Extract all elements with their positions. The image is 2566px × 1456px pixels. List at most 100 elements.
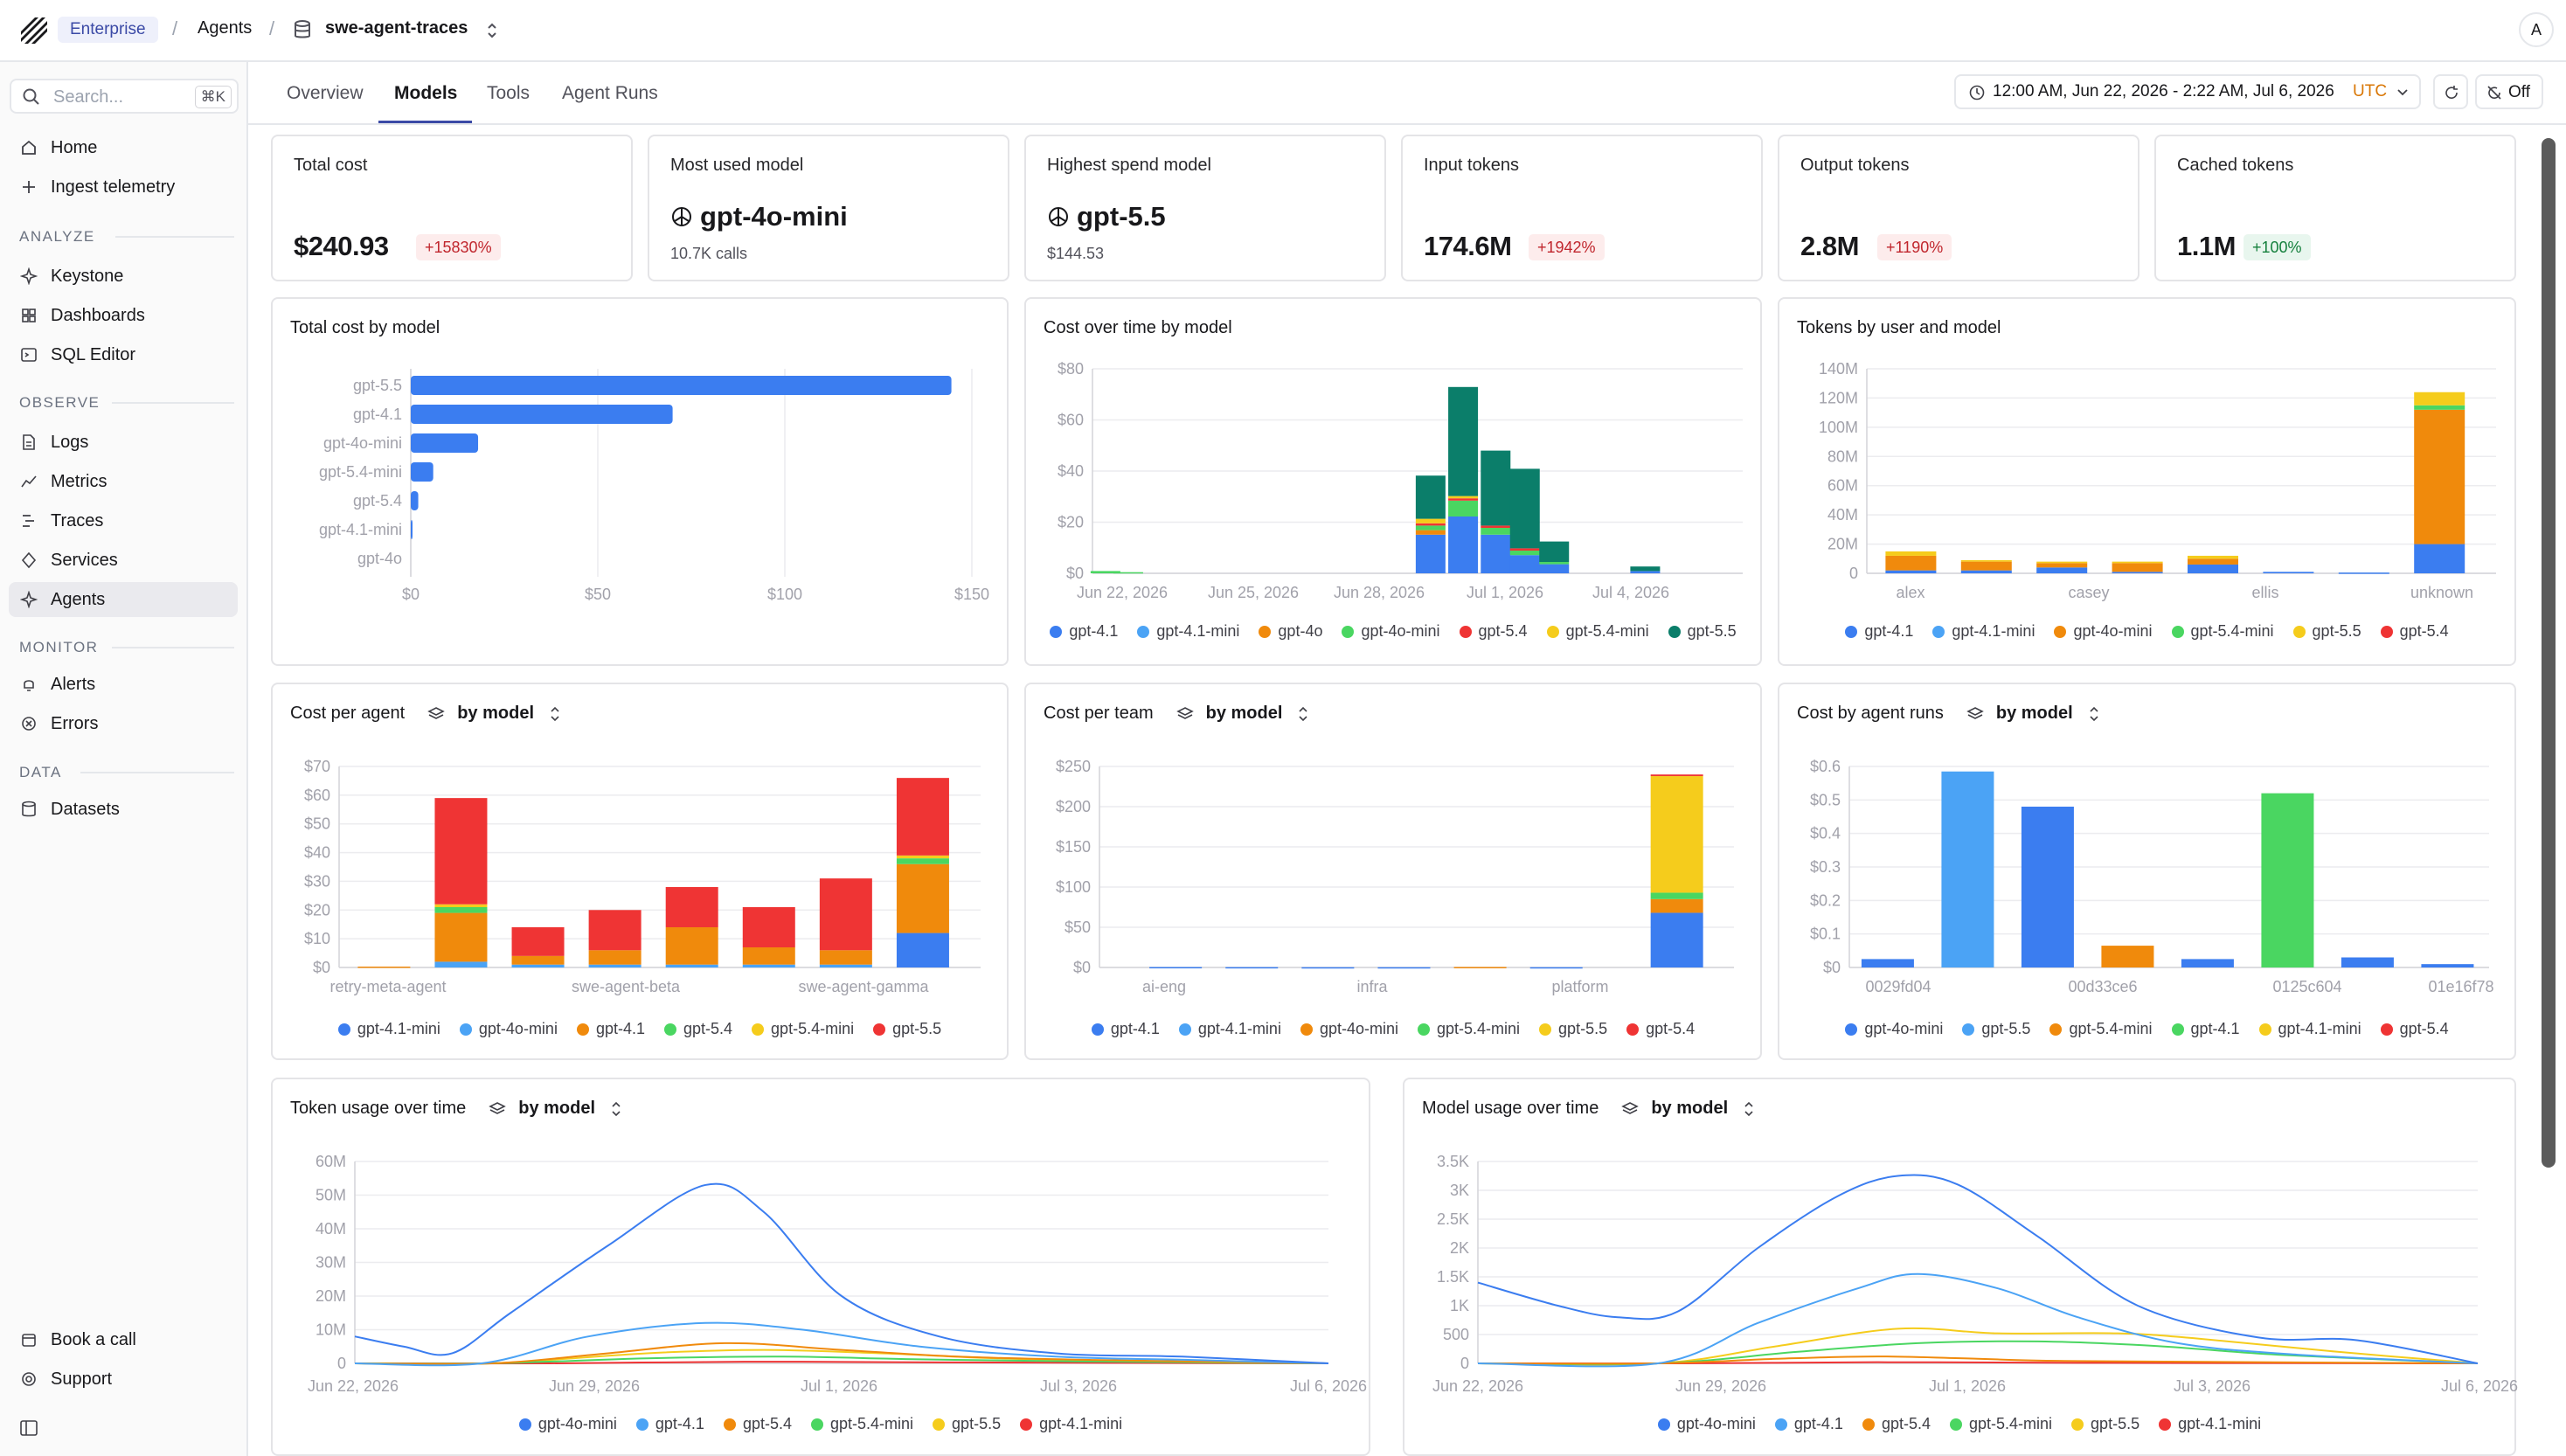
legend-item[interactable]: gpt-5.4-mini: [2171, 622, 2274, 641]
group-by-select[interactable]: by model: [1176, 704, 1309, 724]
legend-item[interactable]: gpt-5.4-mini: [811, 1415, 913, 1433]
legend-swatch: [1459, 625, 1472, 638]
legend-item[interactable]: gpt-4.1: [576, 1020, 645, 1038]
auto-refresh-toggle[interactable]: Off: [2475, 74, 2543, 109]
legend-label: gpt-4.1-mini: [357, 1020, 440, 1037]
group-by-select[interactable]: by model: [1966, 704, 2099, 724]
legend-item[interactable]: gpt-4o-mini: [459, 1020, 558, 1038]
bar: [2421, 964, 2474, 967]
sidebar-item-logs[interactable]: Logs: [9, 425, 238, 460]
sidebar-item-label: Book a call: [51, 1329, 136, 1349]
legend-item[interactable]: gpt-4o-mini: [2054, 622, 2153, 641]
legend-item[interactable]: gpt-5.4: [1626, 1020, 1695, 1038]
y-tick-label: gpt-4.1-mini: [319, 521, 402, 538]
sidebar-item-ingest[interactable]: Ingest telemetry: [9, 170, 238, 205]
sidebar-toggle-icon[interactable]: [19, 1418, 38, 1438]
legend-item[interactable]: gpt-4.1-mini: [1178, 1020, 1281, 1038]
legend-item[interactable]: gpt-4.1: [635, 1415, 704, 1433]
legend-item[interactable]: gpt-4o-mini: [1342, 622, 1440, 641]
avatar[interactable]: A: [2519, 12, 2554, 47]
group-by-label: by model: [1205, 704, 1283, 723]
legend-swatch: [2292, 625, 2306, 638]
sidebar-item-errors[interactable]: Errors: [9, 706, 238, 741]
legend-item[interactable]: gpt-4.1: [2171, 1020, 2240, 1038]
legend-item[interactable]: gpt-4.1-mini: [1932, 622, 2035, 641]
logo-icon[interactable]: [17, 14, 51, 47]
sidebar-item-keystone[interactable]: Keystone: [9, 259, 238, 294]
group-by-select[interactable]: by model: [489, 1099, 621, 1119]
date-range-picker[interactable]: 12:00 AM, Jun 22, 2026 - 2:22 AM, Jul 6,…: [1954, 74, 2421, 109]
sidebar-item-support[interactable]: Support: [9, 1362, 238, 1397]
sidebar-item-home[interactable]: Home: [9, 130, 238, 165]
legend-item[interactable]: gpt-4o: [1259, 622, 1322, 641]
legend-item[interactable]: gpt-5.5: [2071, 1415, 2139, 1433]
legend-item[interactable]: gpt-5.4-mini: [1418, 1020, 1520, 1038]
legend-item[interactable]: gpt-5.4-mini: [752, 1020, 854, 1038]
bar: [411, 520, 413, 539]
sidebar-item-metrics[interactable]: Metrics: [9, 464, 238, 499]
sidebar-item-book-call[interactable]: Book a call: [9, 1322, 238, 1357]
tab-models[interactable]: Models: [394, 83, 458, 103]
chevron-up-down-icon[interactable]: [486, 21, 498, 40]
breadcrumb-agents[interactable]: Agents: [198, 18, 253, 38]
legend-item[interactable]: gpt-5.4-mini: [1546, 622, 1649, 641]
search-input[interactable]: Search... ⌘K: [10, 79, 239, 114]
legend-item[interactable]: gpt-4o-mini: [1845, 1020, 1943, 1038]
legend-item[interactable]: gpt-4.1: [1774, 1415, 1843, 1433]
breadcrumb-dataset[interactable]: swe-agent-traces: [325, 18, 468, 38]
legend-item[interactable]: gpt-5.4-mini: [1950, 1415, 2052, 1433]
legend-item[interactable]: gpt-4.1: [1050, 622, 1118, 641]
legend-item[interactable]: gpt-5.4: [723, 1415, 792, 1433]
legend-item[interactable]: gpt-4.1-mini: [1137, 622, 1239, 641]
layers-icon: [1966, 706, 1984, 719]
x-tick-label: 00d33ce6: [2068, 978, 2137, 995]
legend-item[interactable]: gpt-4.1: [1845, 622, 1913, 641]
y-tick-label: gpt-5.4-mini: [319, 463, 402, 481]
legend-label: gpt-5.4-mini: [1565, 622, 1649, 640]
legend-item[interactable]: gpt-5.4: [664, 1020, 732, 1038]
legend-item[interactable]: gpt-5.5: [1539, 1020, 1607, 1038]
group-by-select[interactable]: by model: [1621, 1099, 1754, 1119]
legend-label: gpt-4o-mini: [537, 1415, 617, 1432]
legend-item[interactable]: gpt-5.4-mini: [2049, 1020, 2153, 1038]
legend-item[interactable]: gpt-5.5: [1962, 1020, 2030, 1038]
legend-item[interactable]: gpt-4.1-mini: [2159, 1415, 2261, 1433]
refresh-button[interactable]: [2433, 74, 2468, 109]
legend-item[interactable]: gpt-5.4: [1459, 622, 1528, 641]
legend-item[interactable]: gpt-4.1-mini: [1020, 1415, 1122, 1433]
legend-item[interactable]: gpt-4.1-mini: [2258, 1020, 2361, 1038]
legend-item[interactable]: gpt-5.5: [1668, 622, 1737, 641]
kpi-input-tokens: Input tokens 174.6M +1942%: [1401, 135, 1763, 281]
sidebar-item-sql[interactable]: SQL Editor: [9, 337, 238, 372]
tab-agent-runs[interactable]: Agent Runs: [562, 83, 658, 103]
legend-item[interactable]: gpt-4o-mini: [1300, 1020, 1398, 1038]
bar: [411, 462, 433, 482]
legend-item[interactable]: gpt-4.1: [1091, 1020, 1160, 1038]
legend-item[interactable]: gpt-4o-mini: [518, 1415, 617, 1433]
legend-item[interactable]: gpt-4.1-mini: [337, 1020, 440, 1038]
legend-item[interactable]: gpt-5.4: [2380, 1020, 2449, 1038]
sidebar-item-datasets[interactable]: Datasets: [9, 792, 238, 827]
legend-item[interactable]: gpt-4o-mini: [1657, 1415, 1756, 1433]
sidebar-item-dashboards[interactable]: Dashboards: [9, 298, 238, 333]
sidebar-item-alerts[interactable]: Alerts: [9, 667, 238, 702]
legend-item[interactable]: gpt-5.5: [2292, 622, 2361, 641]
sidebar-item-label: Logs: [51, 432, 89, 452]
sidebar-item-services[interactable]: Services: [9, 543, 238, 578]
legend-item[interactable]: gpt-5.4: [2380, 622, 2449, 641]
bar-segment: [2112, 561, 2163, 564]
bar-segment: [1481, 528, 1511, 535]
scrollbar[interactable]: [2542, 138, 2556, 1168]
legend-item[interactable]: gpt-5.4: [1862, 1415, 1931, 1433]
card-title: Cost by agent runs by model: [1797, 704, 2099, 724]
legend-swatch: [459, 1023, 472, 1036]
tab-overview[interactable]: Overview: [287, 83, 364, 103]
legend-item[interactable]: gpt-5.5: [873, 1020, 941, 1038]
sidebar-item-agents[interactable]: Agents: [9, 582, 238, 617]
tab-tools[interactable]: Tools: [487, 83, 531, 103]
kpi-delta-badge: +100%: [2244, 234, 2311, 260]
group-by-select[interactable]: by model: [427, 704, 560, 724]
y-tick-label: $0.1: [1810, 926, 1841, 943]
legend-item[interactable]: gpt-5.5: [933, 1415, 1001, 1433]
sidebar-item-traces[interactable]: Traces: [9, 503, 238, 538]
